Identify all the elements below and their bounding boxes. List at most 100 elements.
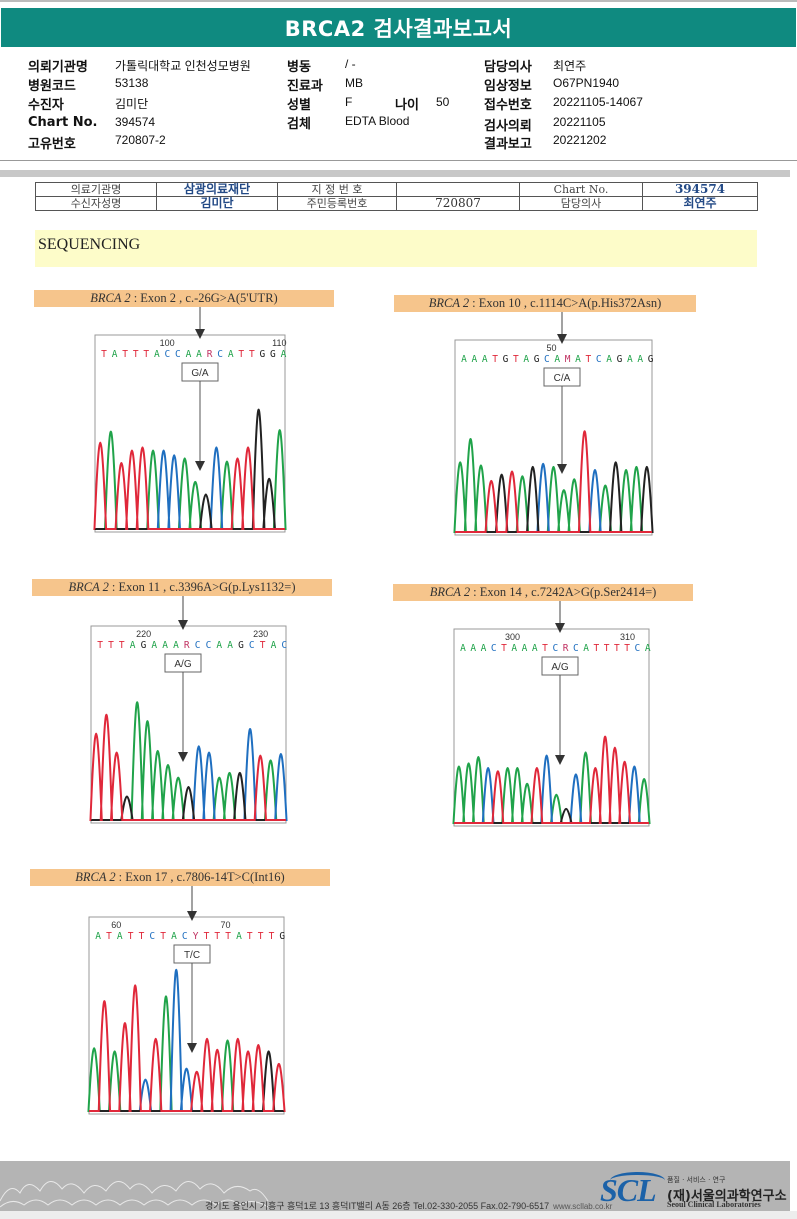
base-call: A	[460, 643, 466, 654]
base-call: T	[160, 931, 166, 942]
base-call: C	[149, 931, 155, 942]
top-border	[0, 0, 797, 2]
base-call: C	[206, 640, 212, 651]
base-call: A	[130, 640, 136, 651]
label-chart-no: Chart No.	[28, 115, 98, 130]
cell-value	[396, 182, 520, 197]
base-call: A	[216, 640, 222, 651]
variant-description: : Exon 17 , c.7806-14T>C(Int16)	[118, 870, 285, 884]
arrow-down-icon	[555, 623, 565, 633]
base-call: G	[238, 640, 244, 651]
base-call: A	[511, 643, 517, 654]
variant-arrow-icon	[195, 461, 205, 471]
base-call: A	[627, 354, 633, 365]
label-specimen: 검체	[287, 117, 311, 132]
base-call: C	[182, 931, 188, 942]
footer-address: 경기도 용인시 기흥구 흥덕1로 13 흥덕IT밸리 A동 26층 Tel.02…	[205, 1199, 612, 1212]
cell-label: 지 정 번 호	[277, 182, 397, 197]
base-call: C	[596, 354, 602, 365]
gene-name: BRCA 2	[75, 870, 116, 884]
scan-header-band	[0, 170, 790, 177]
arrow-down-icon	[187, 911, 197, 921]
base-call: T	[119, 640, 125, 651]
section-header: SEQUENCING	[35, 230, 757, 267]
variant-arrow-icon	[187, 1043, 197, 1053]
base-call: C	[165, 349, 171, 360]
position-label: 110	[272, 338, 286, 348]
base-call: A	[645, 643, 651, 654]
value-patient: 김미단	[115, 97, 149, 111]
genotype-label: C/A	[554, 373, 571, 384]
base-call: A	[532, 643, 538, 654]
base-call: C	[491, 643, 497, 654]
base-call: A	[482, 354, 488, 365]
website-link[interactable]: www.scllab.co.kr	[553, 1202, 613, 1211]
trace-g	[91, 771, 286, 821]
base-call: T	[128, 931, 134, 942]
base-call: R	[184, 640, 190, 651]
position-label: 60	[111, 920, 121, 930]
position-label: 230	[253, 629, 268, 639]
value-report-date: 20221202	[553, 133, 607, 147]
base-call: T	[101, 349, 107, 360]
variant-title: BRCA 2: Exon 17 , c.7806-14T>C(Int16)	[30, 869, 330, 886]
base-call: R	[207, 349, 213, 360]
base-call: G	[503, 354, 509, 365]
base-call: T	[492, 354, 498, 365]
base-call: A	[554, 354, 560, 365]
trace-t	[93, 441, 285, 530]
cell-label: Chart No.	[519, 182, 643, 197]
base-call: A	[186, 349, 192, 360]
label-age: 나이	[395, 98, 419, 113]
value-hospital-code: 53138	[115, 76, 149, 90]
label-ward: 병동	[287, 60, 311, 75]
base-call: A	[171, 931, 177, 942]
gene-name: BRCA 2	[90, 291, 131, 305]
base-call: T	[501, 643, 507, 654]
base-call: G	[260, 349, 266, 360]
base-call: G	[648, 354, 654, 365]
trace-t	[455, 430, 652, 533]
genotype-label: A/G	[551, 662, 568, 673]
value-receipt-no: 20221105-14067	[553, 95, 643, 109]
base-call: T	[108, 640, 114, 651]
base-call: T	[238, 349, 244, 360]
base-call: T	[143, 349, 149, 360]
label-sex: 성별	[287, 98, 311, 113]
base-call: T	[97, 640, 103, 651]
report-title-text: BRCA2 검사결과보고서	[284, 16, 513, 41]
table-row: 수신자성명 김미단 주민등록번호 720807 담당의사 최연주	[35, 196, 758, 211]
base-call: A	[470, 643, 476, 654]
base-call: A	[637, 354, 643, 365]
label-department: 진료과	[287, 79, 323, 94]
cell-value: 김미단	[156, 196, 278, 211]
variant-title: BRCA 2: Exon 14 , c.7242A>G(p.Ser2414=)	[393, 584, 693, 601]
trace-g	[89, 1050, 284, 1112]
base-call: A	[154, 349, 160, 360]
cell-label: 수신자성명	[35, 196, 157, 211]
cell-value: 720807	[396, 196, 520, 211]
label-report-date: 결과보고	[484, 137, 532, 152]
value-sex: F	[345, 95, 353, 109]
value-department: MB	[345, 76, 363, 90]
base-call: T	[260, 640, 266, 651]
base-call: C	[217, 349, 223, 360]
base-call: T	[594, 643, 600, 654]
base-call: C	[544, 354, 550, 365]
value-request-date: 20221105	[553, 115, 606, 129]
base-call: G	[270, 349, 276, 360]
cell-label: 담당의사	[519, 196, 643, 211]
variant-arrow-icon	[178, 752, 188, 762]
address-text: 경기도 용인시 기흥구 흥덕1로 13 흥덕IT밸리 A동 26층 Tel.02…	[205, 1201, 550, 1211]
base-call: T	[225, 931, 231, 942]
base-call: T	[122, 349, 128, 360]
trace-a	[91, 701, 286, 821]
variant-arrow-icon	[557, 464, 567, 474]
base-call: A	[461, 354, 467, 365]
genotype-label: A/G	[174, 659, 191, 670]
chromatogram: 60 70A T A T T C T A C Y T T T A T T T GT/C	[87, 886, 286, 1115]
org-name: (재)서울의과학연구소	[667, 1189, 787, 1204]
trace-t	[89, 713, 286, 821]
trace-t	[89, 984, 286, 1112]
